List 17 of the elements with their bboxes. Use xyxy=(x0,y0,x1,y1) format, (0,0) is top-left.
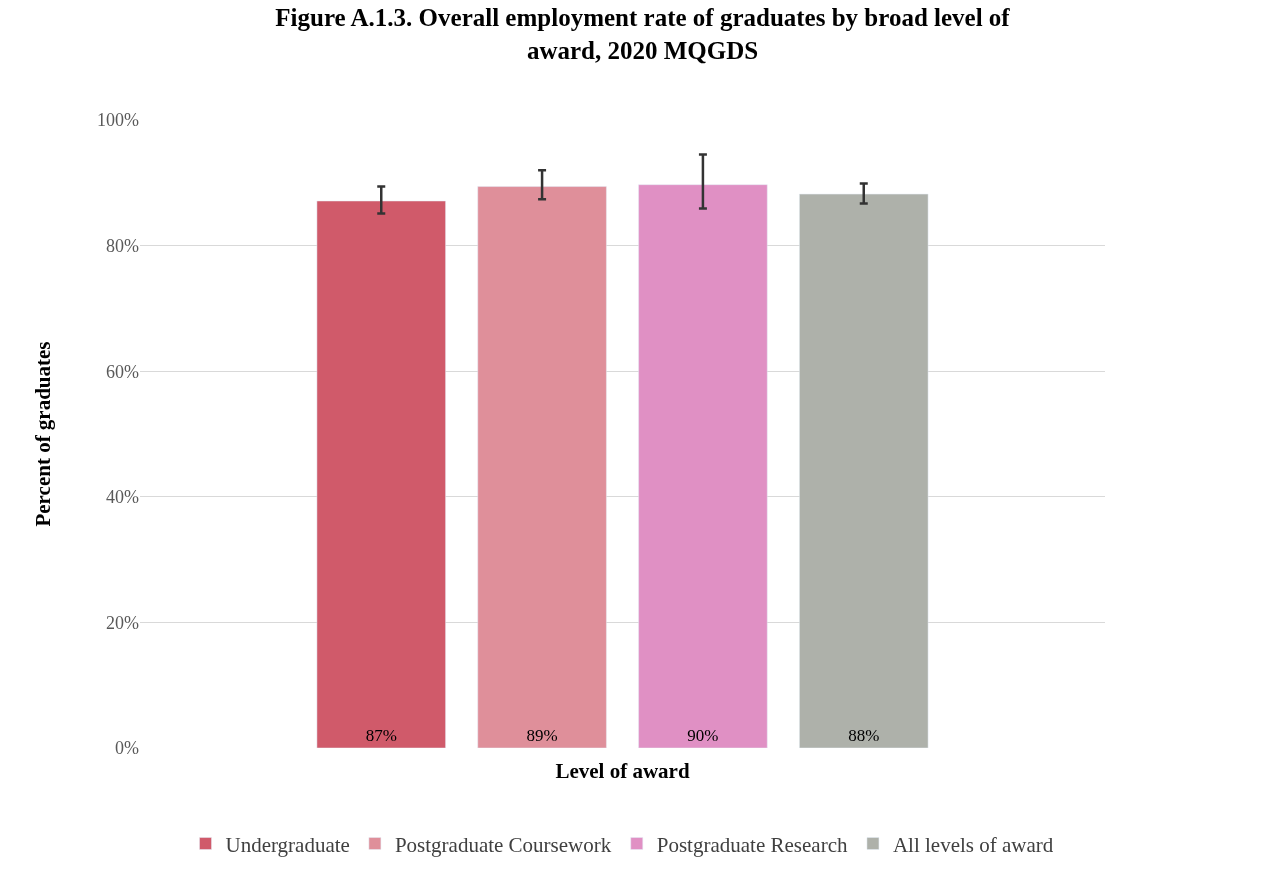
y-tick-label: 80% xyxy=(106,235,139,256)
y-tick-label: 20% xyxy=(106,612,139,633)
y-tick-label: 40% xyxy=(106,487,139,508)
legend-label: Undergraduate xyxy=(225,832,350,857)
y-tick-label: 60% xyxy=(106,361,139,382)
y-axis-title: Percent of graduates xyxy=(31,341,56,527)
y-tick-label: 0% xyxy=(115,738,139,759)
y-tick-label: 100% xyxy=(97,110,139,131)
data-label: 88% xyxy=(848,726,880,745)
data-label: 90% xyxy=(687,726,719,745)
legend-label: Postgraduate Research xyxy=(656,832,848,857)
data-label: 89% xyxy=(526,726,558,745)
legend-label: All levels of award xyxy=(892,832,1054,857)
data-label: 87% xyxy=(365,726,397,745)
x-axis-title: Level of award xyxy=(555,759,690,784)
chart-title: Figure A.1.3. Overall employment rate of graduates by broad level of award, 2020 MQGDS xyxy=(275,4,1011,64)
legend-label: Postgraduate Coursework xyxy=(394,832,612,857)
